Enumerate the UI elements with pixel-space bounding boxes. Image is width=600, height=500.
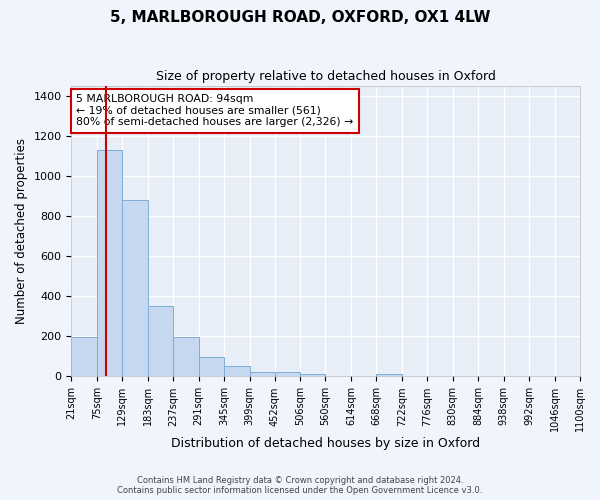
Bar	[71, 337, 97, 376]
Bar	[173, 338, 199, 376]
Title: Size of property relative to detached houses in Oxford: Size of property relative to detached ho…	[156, 70, 496, 83]
Bar	[250, 372, 275, 376]
Bar	[376, 374, 402, 376]
Text: 5, MARLBOROUGH ROAD, OXFORD, OX1 4LW: 5, MARLBOROUGH ROAD, OXFORD, OX1 4LW	[110, 10, 490, 25]
Bar	[122, 200, 148, 376]
Y-axis label: Number of detached properties: Number of detached properties	[15, 138, 28, 324]
Bar	[300, 374, 325, 376]
Bar	[199, 357, 224, 376]
Bar	[224, 366, 250, 376]
X-axis label: Distribution of detached houses by size in Oxford: Distribution of detached houses by size …	[171, 437, 480, 450]
Bar	[97, 150, 122, 376]
Text: Contains HM Land Registry data © Crown copyright and database right 2024.
Contai: Contains HM Land Registry data © Crown c…	[118, 476, 482, 495]
Bar	[148, 306, 173, 376]
Bar	[275, 372, 300, 376]
Text: 5 MARLBOROUGH ROAD: 94sqm
← 19% of detached houses are smaller (561)
80% of semi: 5 MARLBOROUGH ROAD: 94sqm ← 19% of detac…	[76, 94, 354, 128]
